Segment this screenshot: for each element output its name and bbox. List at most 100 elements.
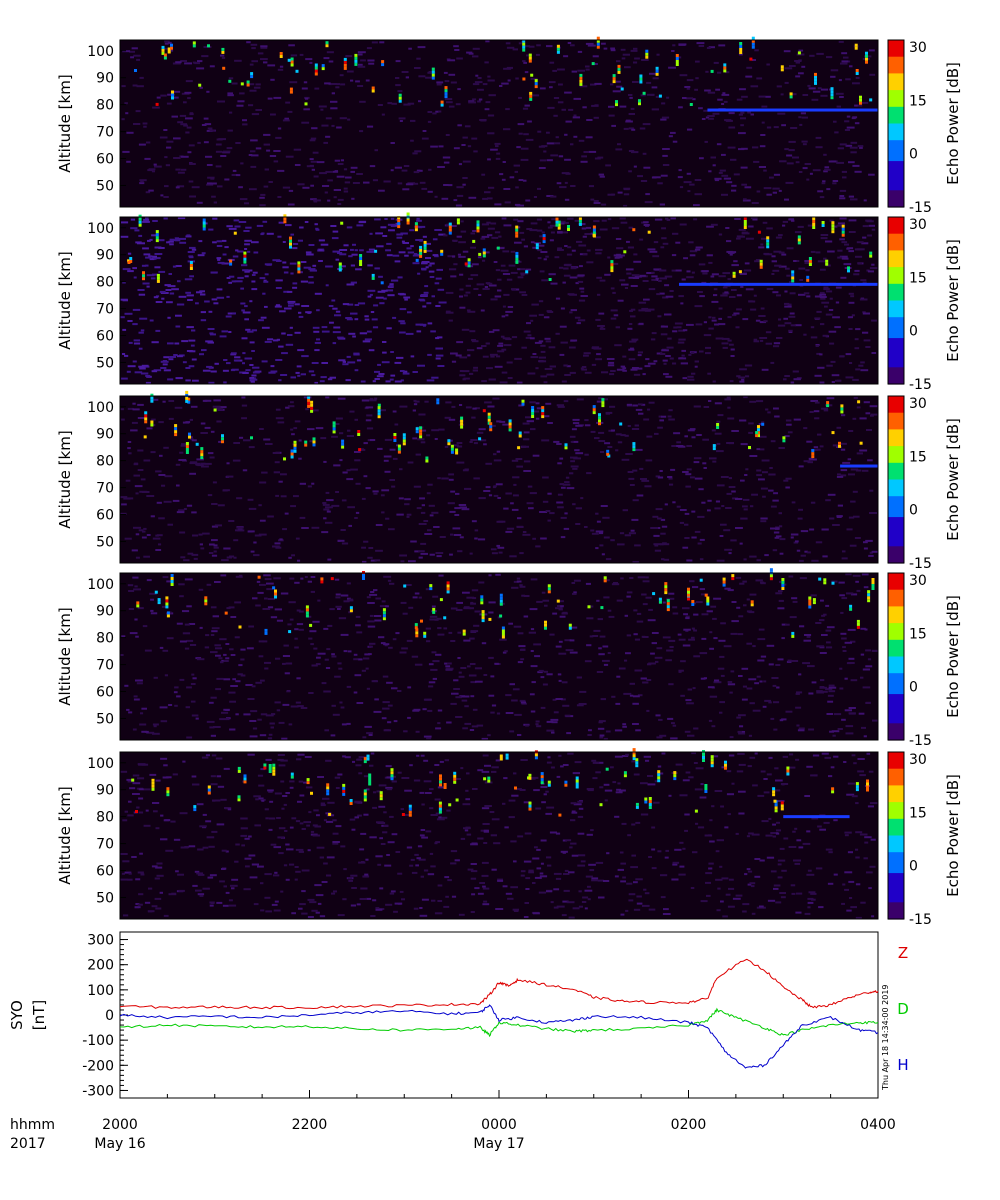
noise-cell bbox=[479, 439, 487, 442]
echo-cell bbox=[751, 45, 755, 49]
noise-cell bbox=[219, 335, 227, 338]
noise-cell bbox=[241, 264, 248, 267]
noise-cell bbox=[176, 622, 183, 625]
noise-cell bbox=[736, 308, 742, 311]
noise-cell bbox=[425, 627, 431, 630]
noise-cell bbox=[627, 327, 633, 330]
noise-cell bbox=[452, 255, 456, 258]
echo-cell bbox=[515, 254, 519, 258]
noise-cell bbox=[521, 702, 527, 705]
echo-cell bbox=[480, 601, 484, 605]
noise-cell bbox=[259, 519, 266, 522]
noise-cell bbox=[830, 69, 839, 72]
noise-cell bbox=[457, 631, 462, 634]
echo-layer bbox=[679, 282, 878, 286]
noise-cell bbox=[816, 691, 824, 694]
echo-cell bbox=[689, 103, 693, 106]
noise-cell bbox=[237, 250, 244, 253]
noise-cell bbox=[716, 420, 721, 423]
echo-cell bbox=[293, 443, 297, 447]
noise-cell bbox=[810, 594, 817, 597]
noise-cell bbox=[654, 268, 662, 271]
noise-cell bbox=[310, 576, 316, 578]
noise-cell bbox=[488, 656, 494, 659]
noise-cell bbox=[504, 201, 511, 204]
noise-cell bbox=[728, 112, 735, 115]
echo-cell bbox=[202, 218, 206, 222]
noise-cell bbox=[333, 196, 337, 199]
echo-cell bbox=[535, 243, 539, 247]
noise-cell bbox=[867, 234, 872, 237]
noise-cell bbox=[176, 695, 181, 698]
echo-cell bbox=[499, 602, 503, 606]
noise-cell bbox=[426, 379, 435, 382]
noise-cell bbox=[507, 79, 511, 82]
noise-cell bbox=[819, 293, 826, 296]
noise-cell bbox=[785, 181, 794, 184]
noise-cell bbox=[316, 161, 325, 164]
noise-cell bbox=[415, 323, 424, 326]
noise-cell bbox=[566, 487, 575, 490]
noise-cell bbox=[186, 294, 194, 297]
noise-cell bbox=[331, 237, 339, 240]
noise-cell bbox=[800, 554, 806, 557]
echo-cell bbox=[221, 434, 224, 438]
noise-cell bbox=[251, 47, 256, 50]
noise-cell bbox=[669, 483, 674, 486]
noise-cell bbox=[488, 378, 496, 381]
noise-cell bbox=[538, 313, 544, 316]
echo-cell bbox=[320, 580, 324, 584]
noise-cell bbox=[162, 363, 168, 366]
noise-cell bbox=[828, 160, 837, 163]
noise-cell bbox=[367, 556, 373, 559]
noise-cell bbox=[435, 347, 443, 350]
echo-cell bbox=[578, 219, 582, 223]
noise-cell bbox=[333, 326, 341, 329]
noise-cell bbox=[510, 271, 518, 274]
noise-cell bbox=[784, 198, 789, 201]
noise-cell bbox=[297, 183, 305, 186]
noise-cell bbox=[540, 375, 548, 378]
noise-cell bbox=[421, 137, 429, 140]
noise-cell bbox=[825, 499, 831, 502]
noise-cell bbox=[495, 269, 501, 272]
noise-cell bbox=[277, 421, 285, 424]
noise-cell bbox=[830, 360, 836, 363]
noise-cell bbox=[755, 259, 761, 261]
noise-cell bbox=[862, 686, 871, 689]
noise-cell bbox=[546, 195, 554, 197]
colorbar-cell bbox=[888, 421, 904, 426]
noise-cell bbox=[448, 319, 453, 322]
noise-cell bbox=[788, 149, 795, 152]
noise-cell bbox=[820, 679, 825, 682]
noise-cell bbox=[191, 186, 200, 189]
echo-cell bbox=[687, 593, 690, 597]
noise-cell bbox=[516, 146, 521, 149]
noise-cell bbox=[342, 363, 349, 366]
noise-cell bbox=[385, 380, 391, 383]
noise-cell bbox=[296, 365, 302, 368]
noise-cell bbox=[798, 116, 802, 119]
noise-cell bbox=[560, 605, 564, 608]
noise-cell bbox=[209, 332, 214, 335]
noise-cell bbox=[417, 364, 425, 367]
noise-cell bbox=[634, 544, 641, 547]
noise-cell bbox=[328, 305, 334, 307]
echo-cell bbox=[436, 401, 440, 405]
noise-cell bbox=[844, 641, 852, 644]
noise-cell bbox=[739, 542, 743, 545]
noise-cell bbox=[693, 218, 698, 221]
noise-cell bbox=[584, 419, 589, 422]
noise-cell bbox=[309, 61, 313, 64]
noise-cell bbox=[484, 401, 492, 404]
noise-cell bbox=[848, 219, 857, 222]
noise-cell bbox=[366, 596, 371, 599]
noise-cell bbox=[459, 506, 467, 509]
echo-cell bbox=[791, 279, 795, 283]
noise-cell bbox=[826, 641, 831, 644]
noise-cell bbox=[619, 532, 625, 535]
echo-cell bbox=[204, 599, 208, 603]
noise-cell bbox=[289, 618, 294, 621]
noise-cell bbox=[826, 626, 835, 629]
noise-cell bbox=[365, 406, 374, 409]
